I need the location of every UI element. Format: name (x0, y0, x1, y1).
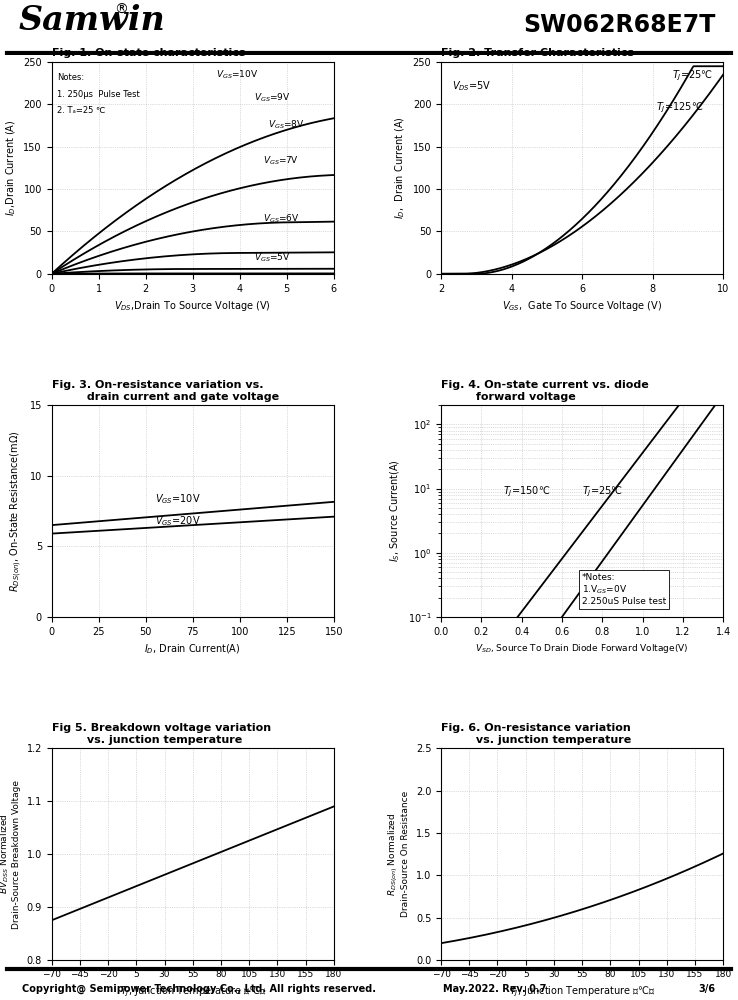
Text: $T_J$=125℃: $T_J$=125℃ (655, 100, 703, 115)
Text: $T_J$=25℃: $T_J$=25℃ (582, 484, 623, 499)
Text: Fig. 1. On-state characteristics: Fig. 1. On-state characteristics (52, 48, 245, 58)
Y-axis label: $BV_{DSS}$ Normalized
Drain-Source Breakdown Voltage: $BV_{DSS}$ Normalized Drain-Source Break… (0, 780, 21, 929)
Y-axis label: $R_{DS(on)}$, On-State Resistance(mΩ): $R_{DS(on)}$, On-State Resistance(mΩ) (9, 430, 24, 592)
Y-axis label: $I_D$,Drain Current (A): $I_D$,Drain Current (A) (4, 120, 18, 216)
Text: Notes:: Notes: (58, 73, 84, 82)
Text: $V_{GS}$=20V: $V_{GS}$=20V (155, 514, 201, 528)
Text: $V_{GS}$=9V: $V_{GS}$=9V (254, 91, 291, 104)
X-axis label: $T_J$, Junction Temperature （℃）: $T_J$, Junction Temperature （℃） (509, 984, 655, 999)
Text: Copyright@ Semipower Technology Co., Ltd. All rights reserved.: Copyright@ Semipower Technology Co., Ltd… (22, 984, 376, 994)
Text: $T_J$=150℃: $T_J$=150℃ (503, 484, 551, 499)
X-axis label: $I_D$, Drain Current(A): $I_D$, Drain Current(A) (145, 642, 241, 656)
Y-axis label: $I_S$, Source Current(A): $I_S$, Source Current(A) (388, 460, 402, 562)
Y-axis label: $I_D$,  Drain Current (A): $I_D$, Drain Current (A) (393, 117, 407, 219)
Text: Fig 5. Breakdown voltage variation
         vs. junction temperature: Fig 5. Breakdown voltage variation vs. j… (52, 723, 271, 745)
X-axis label: $V_{DS}$,Drain To Source Voltage (V): $V_{DS}$,Drain To Source Voltage (V) (114, 299, 271, 313)
Text: $V_{DS}$=5V: $V_{DS}$=5V (452, 79, 492, 93)
X-axis label: $T_J$, Junction Temperature （℃）: $T_J$, Junction Temperature （℃） (120, 984, 266, 999)
Text: $T_J$=25℃: $T_J$=25℃ (672, 68, 714, 83)
Text: $V_{GS}$=10V: $V_{GS}$=10V (155, 493, 201, 506)
Y-axis label: $R_{DS(on)}$ Normalized
Drain-Source On Resistance: $R_{DS(on)}$ Normalized Drain-Source On … (386, 791, 410, 917)
Text: Fig. 3. On-resistance variation vs.
         drain current and gate voltage: Fig. 3. On-resistance variation vs. drai… (52, 380, 279, 402)
Text: Fig. 6. On-resistance variation
         vs. junction temperature: Fig. 6. On-resistance variation vs. junc… (441, 723, 631, 745)
Text: ®: ® (114, 3, 128, 17)
Text: $V_{GS}$=5V: $V_{GS}$=5V (254, 251, 291, 264)
Text: 1. 250μs  Pulse Test: 1. 250μs Pulse Test (58, 90, 140, 99)
X-axis label: $V_{GS}$,  Gate To Source Voltage (V): $V_{GS}$, Gate To Source Voltage (V) (502, 299, 662, 313)
Text: SW062R68E7T: SW062R68E7T (523, 13, 716, 37)
Text: Fig. 4. On-state current vs. diode
         forward voltage: Fig. 4. On-state current vs. diode forwa… (441, 380, 649, 402)
Text: 3/6: 3/6 (699, 984, 716, 994)
Text: $V_{GS}$=8V: $V_{GS}$=8V (268, 118, 305, 131)
Text: Fig. 2. Transfer Characteristics: Fig. 2. Transfer Characteristics (441, 48, 634, 58)
X-axis label: $V_{SD}$, Source To Drain Diode Forward Voltage(V): $V_{SD}$, Source To Drain Diode Forward … (475, 642, 689, 655)
Text: May.2022. Rev. 0.7: May.2022. Rev. 0.7 (443, 984, 546, 994)
Text: Samwin: Samwin (18, 4, 165, 37)
Text: $V_{GS}$=6V: $V_{GS}$=6V (263, 212, 300, 225)
Text: $V_{GS}$=10V: $V_{GS}$=10V (216, 68, 258, 81)
Text: *Notes:
1.V$_{GS}$=0V
2.250uS Pulse test: *Notes: 1.V$_{GS}$=0V 2.250uS Pulse test (582, 573, 666, 606)
Text: 2. Tₐ=25 ℃: 2. Tₐ=25 ℃ (58, 106, 106, 115)
Text: $V_{GS}$=7V: $V_{GS}$=7V (263, 155, 298, 167)
